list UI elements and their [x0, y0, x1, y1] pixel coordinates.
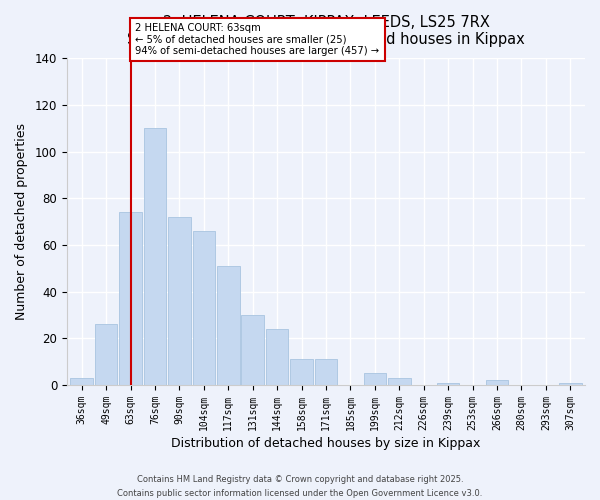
Bar — [95, 324, 118, 385]
Y-axis label: Number of detached properties: Number of detached properties — [15, 123, 28, 320]
Bar — [144, 128, 166, 385]
Text: Contains HM Land Registry data © Crown copyright and database right 2025.
Contai: Contains HM Land Registry data © Crown c… — [118, 476, 482, 498]
Bar — [241, 315, 264, 385]
Bar — [193, 231, 215, 385]
Bar — [119, 212, 142, 385]
Bar — [559, 382, 581, 385]
Text: 2 HELENA COURT: 63sqm
← 5% of detached houses are smaller (25)
94% of semi-detac: 2 HELENA COURT: 63sqm ← 5% of detached h… — [136, 23, 380, 56]
Bar — [290, 360, 313, 385]
Bar — [486, 380, 508, 385]
Bar — [315, 360, 337, 385]
Bar — [437, 382, 460, 385]
Bar — [217, 266, 239, 385]
Title: 2, HELENA COURT, KIPPAX, LEEDS, LS25 7RX
Size of property relative to detached h: 2, HELENA COURT, KIPPAX, LEEDS, LS25 7RX… — [127, 15, 525, 48]
Bar — [168, 217, 191, 385]
X-axis label: Distribution of detached houses by size in Kippax: Distribution of detached houses by size … — [172, 437, 481, 450]
Bar — [388, 378, 410, 385]
Bar — [266, 329, 289, 385]
Bar — [364, 374, 386, 385]
Bar — [70, 378, 93, 385]
